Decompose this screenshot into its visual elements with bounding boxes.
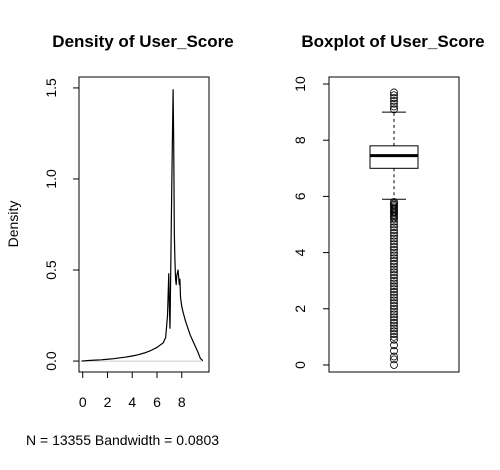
density-y-tick-label: 0.0 bbox=[43, 351, 59, 371]
density-plot-frame bbox=[79, 77, 209, 372]
boxplot-y-axis: 0 2 4 6 8 10 bbox=[292, 76, 329, 369]
density-x-tick-label: 4 bbox=[128, 394, 136, 410]
density-title: Density of User_Score bbox=[52, 32, 233, 51]
density-x-tick-label: 6 bbox=[153, 394, 161, 410]
boxplot-title: Boxplot of User_Score bbox=[301, 32, 484, 51]
boxplot-y-tick-label: 6 bbox=[292, 192, 308, 200]
density-y-tick-label: 1.0 bbox=[43, 169, 59, 189]
density-x-tick-label: 0 bbox=[79, 394, 87, 410]
density-y-axis-label: Density bbox=[5, 201, 21, 248]
density-x-tick-label: 8 bbox=[178, 394, 186, 410]
boxplot-y-tick-label: 8 bbox=[292, 136, 308, 144]
density-y-tick-label: 1.5 bbox=[43, 78, 59, 98]
boxplot-y-tick-label: 2 bbox=[292, 305, 308, 313]
boxplot-y-tick-label: 0 bbox=[292, 361, 308, 369]
density-y-axis: 0.0 0.5 1.0 1.5 bbox=[43, 78, 79, 371]
density-series-line bbox=[81, 90, 202, 361]
density-x-tick-label: 2 bbox=[104, 394, 112, 410]
boxplot-y-tick-label: 10 bbox=[292, 76, 308, 92]
boxplot-body bbox=[370, 112, 418, 199]
density-x-axis-label: N = 13355 Bandwidth = 0.0803 bbox=[26, 432, 219, 448]
boxplot-panel: Boxplot of User_Score 0 2 4 6 8 10 bbox=[292, 32, 485, 372]
boxplot-y-tick-label: 4 bbox=[292, 248, 308, 256]
density-y-tick-label: 0.5 bbox=[43, 260, 59, 280]
